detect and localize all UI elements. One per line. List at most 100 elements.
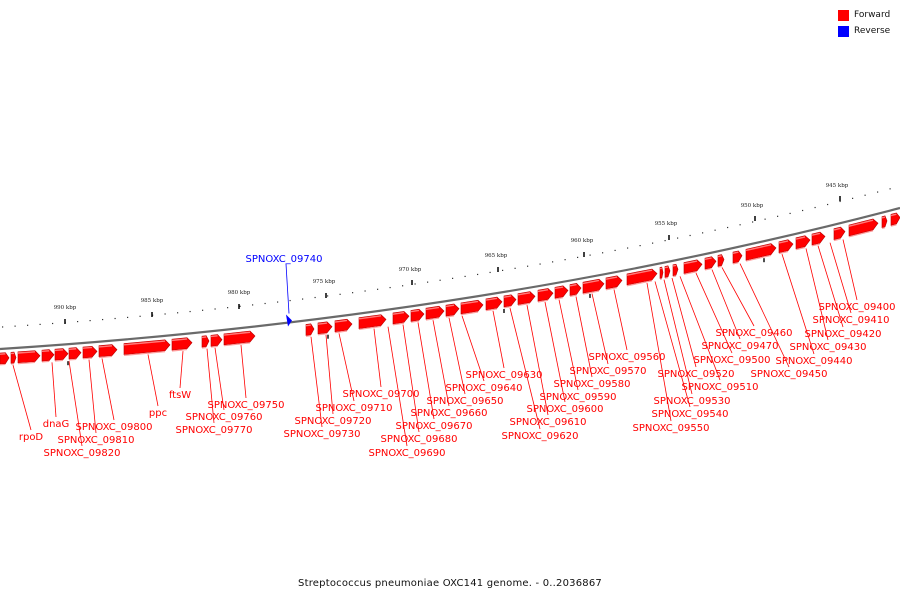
forward-gene-label[interactable]: SPNOXC_09670 <box>395 421 472 432</box>
scale-dot <box>589 254 591 256</box>
forward-gene-block <box>392 311 410 326</box>
forward-gene-label[interactable]: SPNOXC_09800 <box>75 422 152 433</box>
scale-dot <box>327 295 329 297</box>
forward-gene-label[interactable]: SPNOXC_09510 <box>681 382 758 393</box>
forward-gene-block <box>569 283 582 297</box>
scale-dot <box>739 224 741 226</box>
scale-dot <box>752 221 754 223</box>
gene-marker <box>327 334 329 339</box>
forward-gene-label[interactable]: rpoD <box>19 432 44 443</box>
scale-dot <box>789 212 791 215</box>
scale-dot <box>764 218 766 220</box>
scale-label: 985 kbp <box>141 298 164 304</box>
forward-gene-label[interactable]: SPNOXC_09420 <box>804 329 881 340</box>
forward-gene-label[interactable]: SPNOXC_09730 <box>283 429 360 440</box>
gene-leader-line <box>206 348 215 424</box>
forward-gene-label[interactable]: SPNOXC_09470 <box>701 341 778 352</box>
forward-gene-block <box>68 347 82 361</box>
gene-leader-line <box>240 345 247 399</box>
scale-label: 965 kbp <box>485 253 508 259</box>
gene-leader-line <box>214 347 225 411</box>
forward-gene-label[interactable]: SPNOXC_09810 <box>57 435 134 446</box>
scale-dot <box>464 275 466 278</box>
scale-label: 960 kbp <box>571 238 594 244</box>
forward-gene-block <box>732 250 743 265</box>
scale-dot <box>114 317 116 320</box>
forward-gene-block <box>745 243 777 262</box>
scale-ticks: 990 kbp 985 kbp 980 kbp 975 kbp 970 kbp … <box>54 183 849 324</box>
forward-gene-label[interactable]: SPNOXC_09460 <box>715 328 792 339</box>
scale-dot <box>827 203 829 206</box>
forward-gene-block <box>833 226 846 242</box>
gene-leader-line <box>68 361 83 447</box>
scale-dot <box>364 290 366 292</box>
forward-gene-label[interactable]: SPNOXC_09820 <box>43 448 120 459</box>
forward-gene-label[interactable]: SPNOXC_09520 <box>657 369 734 380</box>
genome-caption: Streptococcus pneumoniae OXC141 genome. … <box>298 578 602 589</box>
forward-gene-label[interactable]: SPNOXC_09410 <box>812 315 889 326</box>
forward-gene-label[interactable]: SPNOXC_09600 <box>526 404 603 415</box>
scale-dot <box>314 296 316 299</box>
gene-leader-line <box>613 289 628 351</box>
scale-dot <box>527 265 529 267</box>
forward-gene-label[interactable]: SPNOXC_09570 <box>569 366 646 377</box>
scale-dot <box>77 320 79 323</box>
forward-gene-label[interactable]: SPNOXC_09690 <box>368 448 445 459</box>
forward-gene-block <box>672 263 679 278</box>
scale-dot <box>852 197 854 199</box>
scale-dot <box>777 215 779 217</box>
scale-dot <box>702 232 704 234</box>
forward-gene-label[interactable]: SPNOXC_09620 <box>501 431 578 442</box>
scale-dot <box>414 283 416 285</box>
forward-gene-label[interactable]: SPNOXC_09530 <box>653 396 730 407</box>
forward-gene-label[interactable]: SPNOXC_09750 <box>207 400 284 411</box>
legend-forward-label: Forward <box>854 10 891 20</box>
scale-dot <box>227 307 229 309</box>
reverse-gene-label[interactable]: SPNOXC_09740 <box>245 254 322 265</box>
forward-gene-label[interactable]: SPNOXC_09710 <box>315 403 392 414</box>
gene-leader-line <box>387 326 408 447</box>
forward-gene-label[interactable]: ppc <box>149 408 167 419</box>
gene-leader-line <box>663 279 693 395</box>
forward-gene-block <box>10 351 17 365</box>
forward-gene-label[interactable]: SPNOXC_09560 <box>588 352 665 363</box>
forward-gene-label[interactable]: SPNOXC_09550 <box>632 423 709 434</box>
forward-gene-label[interactable]: SPNOXC_09440 <box>775 356 852 367</box>
forward-gene-label[interactable]: SPNOXC_09720 <box>294 416 371 427</box>
scale-dot <box>239 305 241 307</box>
forward-gene-label[interactable]: SPNOXC_09580 <box>553 379 630 390</box>
forward-gene-label[interactable]: ftsW <box>169 390 191 401</box>
forward-gene-label[interactable]: SPNOXC_09450 <box>750 369 827 380</box>
forward-gene-label[interactable]: SPNOXC_09400 <box>818 302 895 313</box>
forward-gene-block <box>98 344 118 359</box>
forward-gene-label[interactable]: SPNOXC_09540 <box>651 409 728 420</box>
forward-gene-label[interactable]: SPNOXC_09680 <box>380 434 457 445</box>
forward-gene-label[interactable]: SPNOXC_09760 <box>185 412 262 423</box>
forward-gene-label[interactable]: SPNOXC_09590 <box>539 392 616 403</box>
forward-gene-label[interactable]: SPNOXC_09770 <box>175 425 252 436</box>
forward-gene-block <box>881 215 888 230</box>
forward-gene-label[interactable]: SPNOXC_09500 <box>693 355 770 366</box>
scale-dot <box>814 206 816 209</box>
scale-dot <box>89 319 91 322</box>
forward-gene-block <box>605 275 623 291</box>
forward-gene-block <box>704 256 717 271</box>
forward-gene-label[interactable]: SPNOXC_09700 <box>342 389 419 400</box>
forward-gene-label[interactable]: SPNOXC_09430 <box>789 342 866 353</box>
scale-dot <box>427 281 429 283</box>
forward-gene-label[interactable]: SPNOXC_09650 <box>426 396 503 407</box>
forward-gene-label[interactable]: SPNOXC_09640 <box>445 383 522 394</box>
gene-marker <box>589 293 591 298</box>
forward-gene-block <box>171 337 193 352</box>
gene-leader-line <box>492 310 505 369</box>
scale-dot <box>839 200 841 203</box>
reverse-gene-block <box>286 314 292 327</box>
forward-gene-label[interactable]: dnaG <box>43 419 70 430</box>
forward-gene-block <box>41 349 55 363</box>
scale-dot <box>639 244 641 247</box>
forward-gene-label[interactable]: SPNOXC_09660 <box>410 408 487 419</box>
scale-dot <box>389 286 391 289</box>
scale-dot <box>277 301 279 303</box>
forward-gene-label[interactable]: SPNOXC_09610 <box>509 417 586 428</box>
forward-gene-label[interactable]: SPNOXC_09630 <box>465 370 542 381</box>
